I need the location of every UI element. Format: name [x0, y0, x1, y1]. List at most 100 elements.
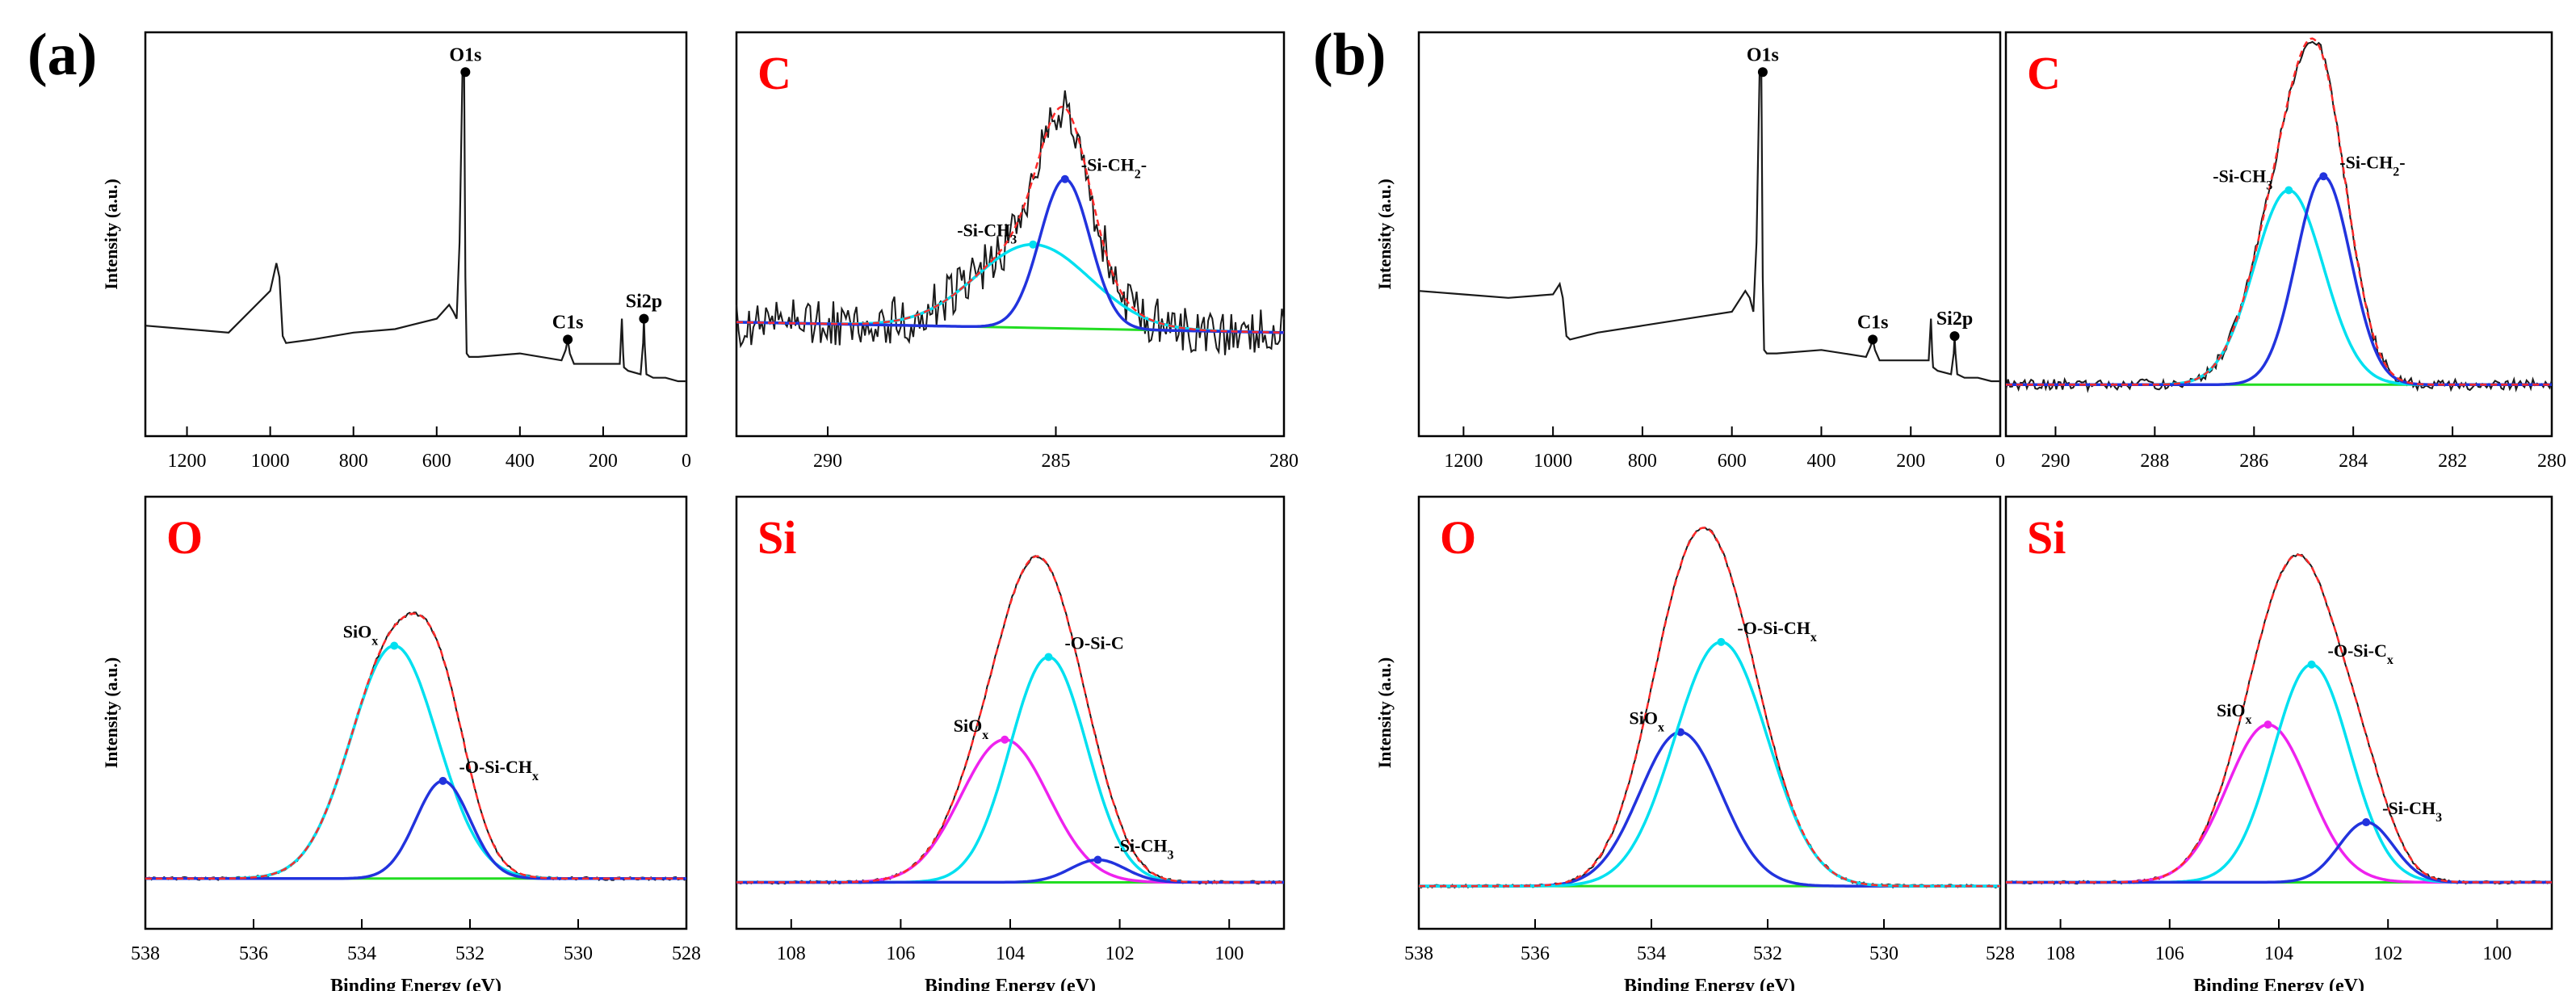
x-tick-label: 0	[1995, 451, 2005, 472]
element-title: C	[757, 47, 791, 99]
fit-envelope	[145, 612, 686, 880]
fit-component	[2006, 821, 2552, 884]
y-axis-label: Intensity (a.u.)	[1374, 657, 1395, 769]
fit-component	[145, 779, 686, 880]
raw-spectrum	[736, 555, 1285, 885]
component-label: -Si-CH3	[2213, 166, 2272, 193]
component-peak-marker	[1060, 174, 1069, 183]
x-tick-label: 530	[1869, 943, 1898, 964]
x-tick-label: 400	[506, 451, 535, 472]
fit-component	[736, 738, 1284, 884]
component-label: -O-Si-CHx	[1737, 618, 1816, 645]
figure-label-b: (b)	[1313, 22, 1387, 88]
peak-label: O1s	[1747, 44, 1779, 65]
panel-a-O: 538 536 534 532 530 528 Binding Energy (eV) Int…	[101, 495, 701, 991]
x-tick-label: 104	[2264, 943, 2293, 964]
fit-envelope	[1419, 527, 2000, 888]
panel-b-Si: 108 106 104 102 100 Binding Energy (eV) Si SiOx…	[2004, 495, 2553, 991]
peak-marker	[1868, 334, 1878, 345]
x-tick-label: 280	[1269, 451, 1298, 472]
peak-label: C1s	[552, 312, 584, 333]
x-tick-label: 102	[1105, 943, 1135, 964]
peak-marker	[563, 334, 573, 345]
plot-frame	[735, 31, 1286, 438]
panel-a-C: 290 285 280 C -Si-CH3 -Si-CH2-	[735, 31, 1298, 472]
fit-component	[2006, 188, 2552, 387]
x-tick-label: 0	[682, 451, 691, 472]
element-title: Si	[2027, 511, 2066, 564]
x-tick-label: 100	[2482, 943, 2511, 964]
component-peak-marker	[1717, 637, 1726, 646]
peak-label: Si2p	[626, 292, 662, 313]
fit-envelope	[736, 106, 1285, 334]
plot-frame	[2004, 495, 2553, 930]
component-label: SiOx	[2217, 700, 2251, 727]
fit-envelope	[736, 555, 1284, 884]
fit-component	[1419, 730, 2000, 888]
x-axis-label: Binding Energy (eV)	[330, 976, 501, 991]
fit-envelope	[2006, 553, 2552, 884]
fit-component	[2006, 663, 2552, 884]
x-axis-label: Binding Energy (eV)	[2193, 976, 2364, 991]
fit-envelope	[2006, 37, 2552, 386]
fit-component	[736, 242, 1285, 334]
x-tick-label: 530	[564, 943, 593, 964]
raw-spectrum	[2005, 552, 2553, 885]
component-label: -O-Si-Cx	[2328, 640, 2393, 667]
x-tick-label: 200	[1896, 451, 1925, 472]
x-tick-label: 800	[339, 451, 368, 472]
fit-component	[736, 655, 1284, 884]
component-peak-marker	[2307, 660, 2316, 669]
panel-b-C: 290 288 286 284 282 280 C -Si-CH3 -Si-CH2-	[2004, 31, 2566, 472]
x-tick-label: 108	[2046, 943, 2075, 964]
component-peak-marker	[390, 641, 399, 650]
x-axis-label: Binding Energy (eV)	[1624, 976, 1795, 991]
x-tick-label: 104	[996, 943, 1025, 964]
x-tick-label: 528	[1986, 943, 2015, 964]
fit-component	[2006, 723, 2552, 884]
x-tick-label: 288	[2140, 451, 2169, 472]
component-label: -Si-CH2-	[2339, 152, 2405, 178]
x-tick-label: 290	[813, 451, 842, 472]
component-label: SiOx	[343, 622, 378, 649]
peak-marker	[460, 67, 471, 78]
raw-spectrum	[736, 90, 1285, 355]
x-tick-label: 280	[2537, 451, 2566, 472]
fit-component	[145, 644, 686, 880]
x-tick-label: 1200	[168, 451, 207, 472]
peak-marker	[1949, 331, 1960, 342]
x-tick-label: 100	[1215, 943, 1244, 964]
plot-frame	[735, 495, 1286, 930]
plot-frame	[2004, 31, 2553, 438]
component-peak-marker	[2284, 186, 2293, 195]
x-tick-label: 200	[589, 451, 618, 472]
x-tick-label: 536	[239, 943, 268, 964]
component-label: SiOx	[954, 716, 988, 742]
x-tick-label: 106	[2155, 943, 2184, 964]
panel-b-survey: 1200 1000 800 600 400 200 0 Intensity (a.u.) O1s…	[1374, 31, 2005, 472]
x-tick-label: 285	[1042, 451, 1071, 472]
x-tick-label: 538	[131, 943, 160, 964]
panel-a-Si: 108 106 104 102 100 Binding Energy (eV) Si SiOx…	[735, 495, 1286, 991]
x-tick-label: 1000	[1533, 451, 1572, 472]
x-tick-label: 536	[1521, 943, 1550, 964]
x-tick-label: 102	[2373, 943, 2402, 964]
x-tick-label: 1000	[251, 451, 290, 472]
fit-component	[2006, 174, 2552, 387]
x-tick-label: 532	[455, 943, 485, 964]
x-tick-label: 800	[1628, 451, 1657, 472]
x-tick-label: 290	[2041, 451, 2070, 472]
x-tick-label: 286	[2239, 451, 2268, 472]
x-tick-label: 108	[777, 943, 806, 964]
peak-label: C1s	[1857, 312, 1889, 333]
fit-component	[736, 858, 1284, 884]
fit-component	[736, 177, 1284, 334]
raw-spectrum	[1418, 527, 2001, 889]
element-title: C	[2027, 47, 2061, 99]
plot-frame	[144, 31, 688, 438]
x-tick-label: 538	[1404, 943, 1433, 964]
x-axis-label: Binding Energy (eV)	[925, 976, 1096, 991]
component-label: -Si-CH3	[2382, 798, 2442, 825]
component-peak-marker	[2319, 172, 2328, 181]
